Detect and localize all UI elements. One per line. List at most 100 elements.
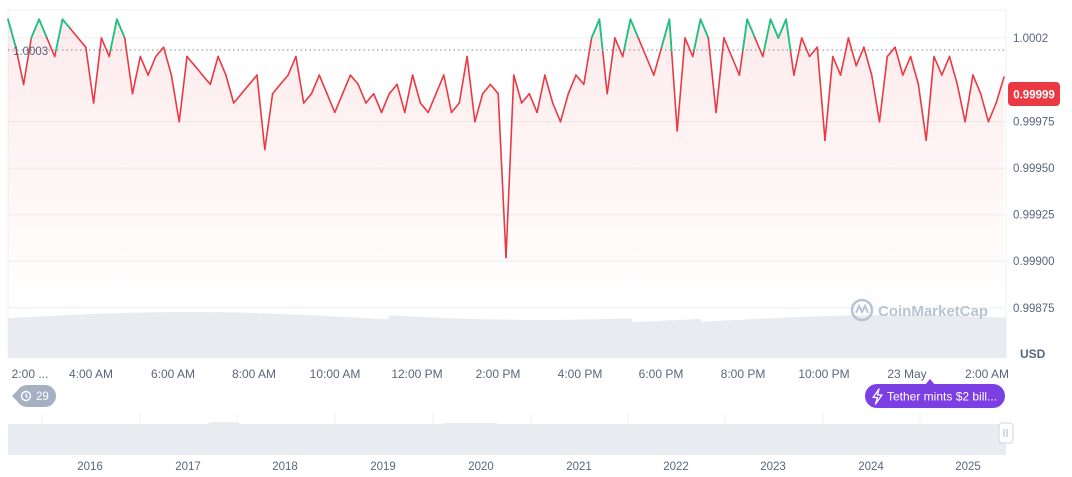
price-segment bbox=[388, 83, 398, 95]
price-segment bbox=[333, 92, 344, 114]
price-segment bbox=[155, 46, 165, 58]
price-segment bbox=[474, 92, 484, 123]
volume-bar bbox=[675, 319, 683, 358]
price-segment bbox=[901, 55, 912, 76]
navigator-handle[interactable] bbox=[998, 422, 1014, 444]
price-segment-up bbox=[590, 18, 601, 39]
price-segment bbox=[302, 92, 313, 104]
volume-bar bbox=[39, 316, 47, 358]
volume-bar bbox=[338, 316, 346, 358]
volume-bar bbox=[924, 315, 932, 358]
volume-bar bbox=[301, 314, 308, 358]
price-segment bbox=[715, 37, 725, 114]
volume-bar bbox=[82, 314, 90, 358]
navigator-year-label: 2016 bbox=[77, 461, 103, 473]
volume-bar bbox=[550, 319, 558, 358]
price-segment bbox=[256, 74, 266, 151]
price-segment-up bbox=[61, 18, 72, 30]
volume-bar bbox=[662, 320, 670, 358]
volume-bar bbox=[937, 315, 945, 358]
volume-bar bbox=[357, 317, 365, 358]
price-segment bbox=[162, 46, 173, 76]
volume-bar bbox=[257, 313, 265, 358]
volume-bar bbox=[744, 319, 751, 358]
navigator-year-label: 2017 bbox=[175, 461, 201, 473]
volume-bar bbox=[525, 319, 533, 358]
volume-bar bbox=[931, 315, 938, 358]
volume-bar bbox=[20, 317, 28, 358]
price-segment-up bbox=[30, 18, 40, 39]
navigator-year-label: 2018 bbox=[272, 461, 298, 473]
volume-bar bbox=[213, 312, 221, 358]
volume-bar bbox=[344, 317, 352, 358]
price-segment bbox=[427, 92, 437, 114]
volume-bar bbox=[419, 317, 427, 358]
price-segment bbox=[92, 37, 103, 104]
volume-bar bbox=[825, 315, 832, 358]
volume-bar bbox=[51, 315, 59, 358]
volume-bar bbox=[650, 321, 658, 358]
volume-bar bbox=[725, 320, 733, 358]
price-segment bbox=[326, 92, 336, 114]
volume-bar bbox=[457, 318, 464, 358]
price-segment bbox=[847, 37, 858, 67]
volume-bar bbox=[376, 318, 383, 358]
volume-bar bbox=[32, 316, 40, 358]
price-segment bbox=[637, 37, 647, 58]
price-segment bbox=[217, 55, 227, 76]
volume-bar bbox=[581, 319, 589, 358]
y-tick-label: 0.99875 bbox=[1013, 303, 1055, 315]
navigator-year-label: 2022 bbox=[663, 461, 689, 473]
volume-bar bbox=[450, 318, 458, 358]
volume-bar bbox=[400, 316, 408, 358]
volume-bar bbox=[949, 315, 957, 358]
volume-bar bbox=[793, 317, 801, 358]
event-note-pill[interactable]: Tether mints $2 bill... bbox=[865, 379, 1005, 408]
volume-bar bbox=[95, 313, 103, 358]
volume-bar bbox=[974, 316, 982, 358]
price-segment bbox=[310, 74, 321, 95]
price-segment bbox=[723, 37, 733, 58]
event-count-badge[interactable]: 29 bbox=[12, 385, 56, 407]
price-segment bbox=[894, 46, 904, 76]
volume-bar bbox=[768, 318, 776, 358]
volume-bar bbox=[276, 313, 284, 358]
price-segment bbox=[279, 74, 289, 86]
coinmarketcap-logo-icon bbox=[850, 298, 874, 322]
time-navigator[interactable]: 2016 2017 2018 2019 2020 2021 2022 2023 2024 2025 bbox=[8, 413, 1014, 473]
x-tick-label: 8:00 PM bbox=[721, 367, 766, 381]
price-segment bbox=[372, 92, 383, 114]
volume-bar bbox=[800, 316, 807, 358]
volume-bar bbox=[220, 312, 227, 358]
price-segment bbox=[442, 74, 453, 114]
volume-bar bbox=[245, 312, 252, 358]
volume-bar bbox=[818, 316, 826, 358]
volume-bar bbox=[76, 314, 84, 358]
volume-bar bbox=[681, 319, 689, 358]
volume-bar bbox=[332, 316, 340, 358]
price-segment bbox=[271, 83, 282, 95]
volume-bar bbox=[151, 312, 159, 358]
price-segment bbox=[940, 55, 951, 76]
navigator-year-label: 2020 bbox=[468, 461, 494, 473]
volume-bar bbox=[425, 317, 433, 358]
volume-bar bbox=[163, 312, 171, 358]
price-segment bbox=[458, 55, 468, 104]
price-segment bbox=[512, 74, 523, 104]
volume-bar bbox=[531, 319, 539, 358]
volume-bar bbox=[107, 313, 115, 358]
price-segment bbox=[707, 37, 717, 114]
price-segment bbox=[170, 74, 180, 123]
price-segment bbox=[263, 92, 274, 151]
volume-bar bbox=[463, 318, 471, 358]
volume-bar bbox=[837, 315, 845, 358]
price-segment bbox=[754, 37, 764, 58]
volume-bar bbox=[962, 316, 970, 358]
volume-bar bbox=[806, 316, 814, 358]
price-segment bbox=[536, 74, 546, 114]
price-segment-up bbox=[746, 18, 756, 39]
volume-bar bbox=[120, 312, 128, 358]
volume-bar bbox=[207, 312, 215, 358]
history-icon bbox=[20, 390, 32, 402]
